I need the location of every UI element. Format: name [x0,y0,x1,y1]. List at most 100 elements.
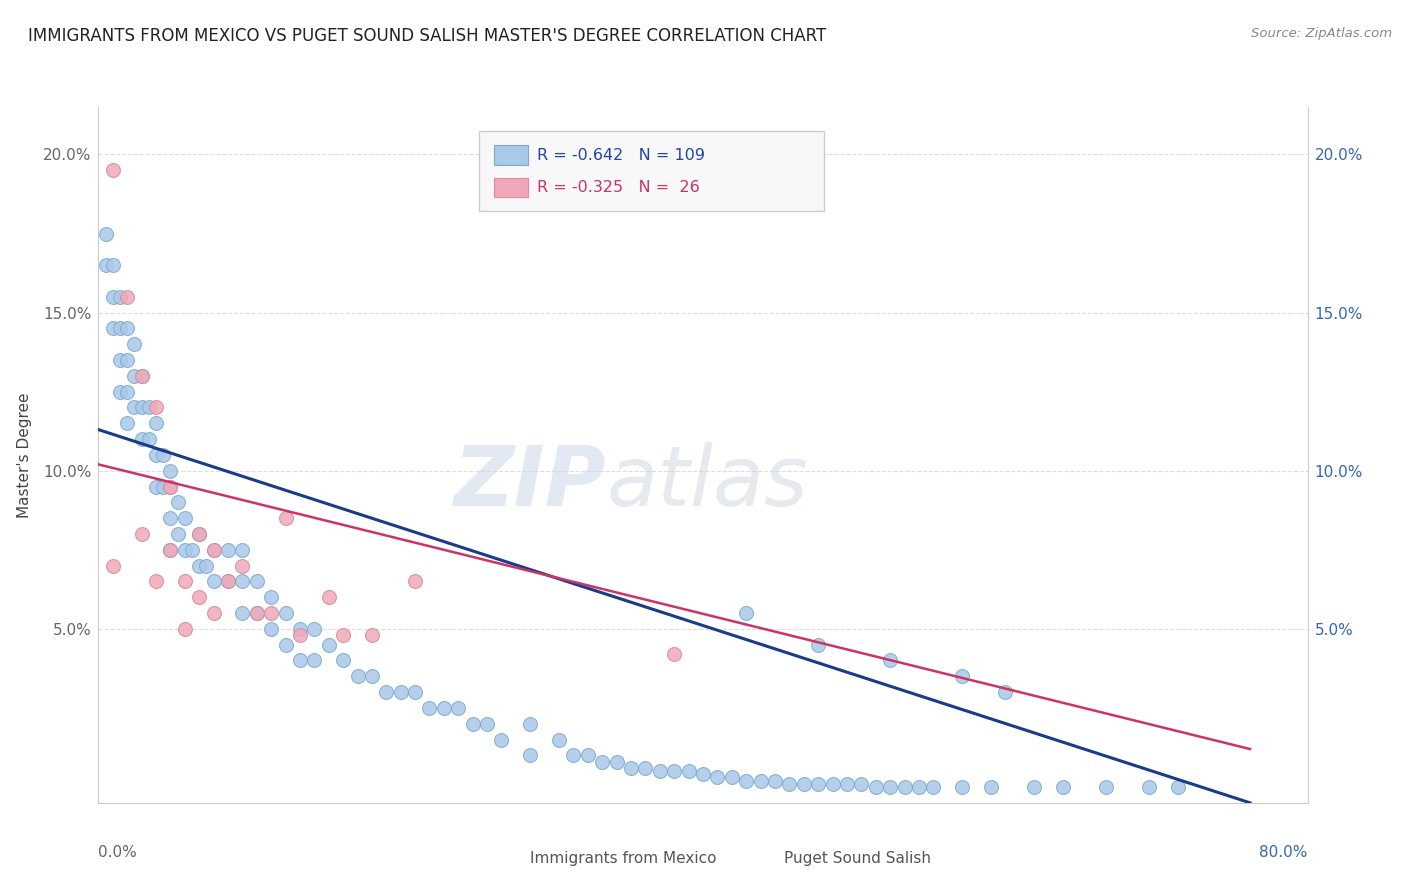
Point [548,732,571,747]
Point [879,653,901,667]
Point [1022,780,1045,794]
Point [288,628,311,642]
Point [879,780,901,794]
Point [202,574,225,589]
Point [318,591,340,605]
Point [288,653,311,667]
Point [648,764,671,779]
Point [231,542,253,557]
Point [202,606,225,620]
Point [404,685,426,699]
Point [375,685,398,699]
Point [735,606,758,620]
Point [893,780,915,794]
Y-axis label: Master's Degree: Master's Degree [17,392,32,517]
Point [115,353,138,368]
Point [173,542,195,557]
Point [950,669,973,683]
Point [131,368,153,383]
Point [447,701,470,715]
Point [108,384,131,399]
Point [159,464,181,478]
Point [260,622,283,636]
Bar [751,852,778,865]
Point [491,732,513,747]
Point [159,542,181,557]
Point [159,479,181,493]
FancyBboxPatch shape [479,131,824,211]
Point [173,574,195,589]
Point [173,511,195,525]
Point [131,401,153,415]
Point [145,448,167,462]
Point [231,606,253,620]
Point [980,780,1002,794]
Point [188,527,211,541]
Point [332,628,354,642]
Point [94,227,117,241]
Point [922,780,945,794]
Point [159,479,181,493]
Point [763,773,786,788]
Point [1167,780,1189,794]
Point [108,353,131,368]
Point [115,384,138,399]
Point [115,290,138,304]
Point [807,638,830,652]
Point [260,606,283,620]
Bar [494,145,527,165]
Point [159,511,181,525]
Point [361,628,384,642]
Point [115,321,138,335]
Point [606,755,628,769]
Point [749,773,772,788]
Text: R = -0.325   N =  26: R = -0.325 N = 26 [537,180,700,195]
Point [418,701,440,715]
Point [145,417,167,431]
Point [274,606,297,620]
Point [101,163,124,178]
Point [807,777,830,791]
Text: 0.0%: 0.0% [98,845,138,860]
Point [778,777,800,791]
Point [994,685,1017,699]
Point [152,479,174,493]
Point [188,527,211,541]
Point [202,542,225,557]
Point [217,574,239,589]
Point [821,777,844,791]
Point [678,764,700,779]
Point [332,653,354,667]
Point [138,401,160,415]
Point [361,669,384,683]
Point [231,558,253,573]
Point [159,542,181,557]
Point [138,432,160,446]
Point [108,290,131,304]
Point [101,258,124,272]
Point [202,542,225,557]
Text: R = -0.642   N = 109: R = -0.642 N = 109 [537,147,706,162]
Text: Puget Sound Salish: Puget Sound Salish [785,851,931,866]
Point [346,669,368,683]
Point [1095,780,1118,794]
Point [108,321,131,335]
Point [217,574,239,589]
Point [519,748,541,763]
Point [124,337,146,351]
Point [304,622,326,636]
Point [851,777,873,791]
Point [145,574,167,589]
Point [246,606,269,620]
Text: Source: ZipAtlas.com: Source: ZipAtlas.com [1251,27,1392,40]
Point [131,368,153,383]
Point [865,780,887,794]
Point [195,558,218,573]
Point [274,511,297,525]
Text: 80.0%: 80.0% [1260,845,1308,860]
Point [620,761,643,775]
Point [217,542,239,557]
Text: IMMIGRANTS FROM MEXICO VS PUGET SOUND SALISH MASTER'S DEGREE CORRELATION CHART: IMMIGRANTS FROM MEXICO VS PUGET SOUND SA… [28,27,827,45]
Text: atlas: atlas [606,442,808,524]
Point [576,748,599,763]
